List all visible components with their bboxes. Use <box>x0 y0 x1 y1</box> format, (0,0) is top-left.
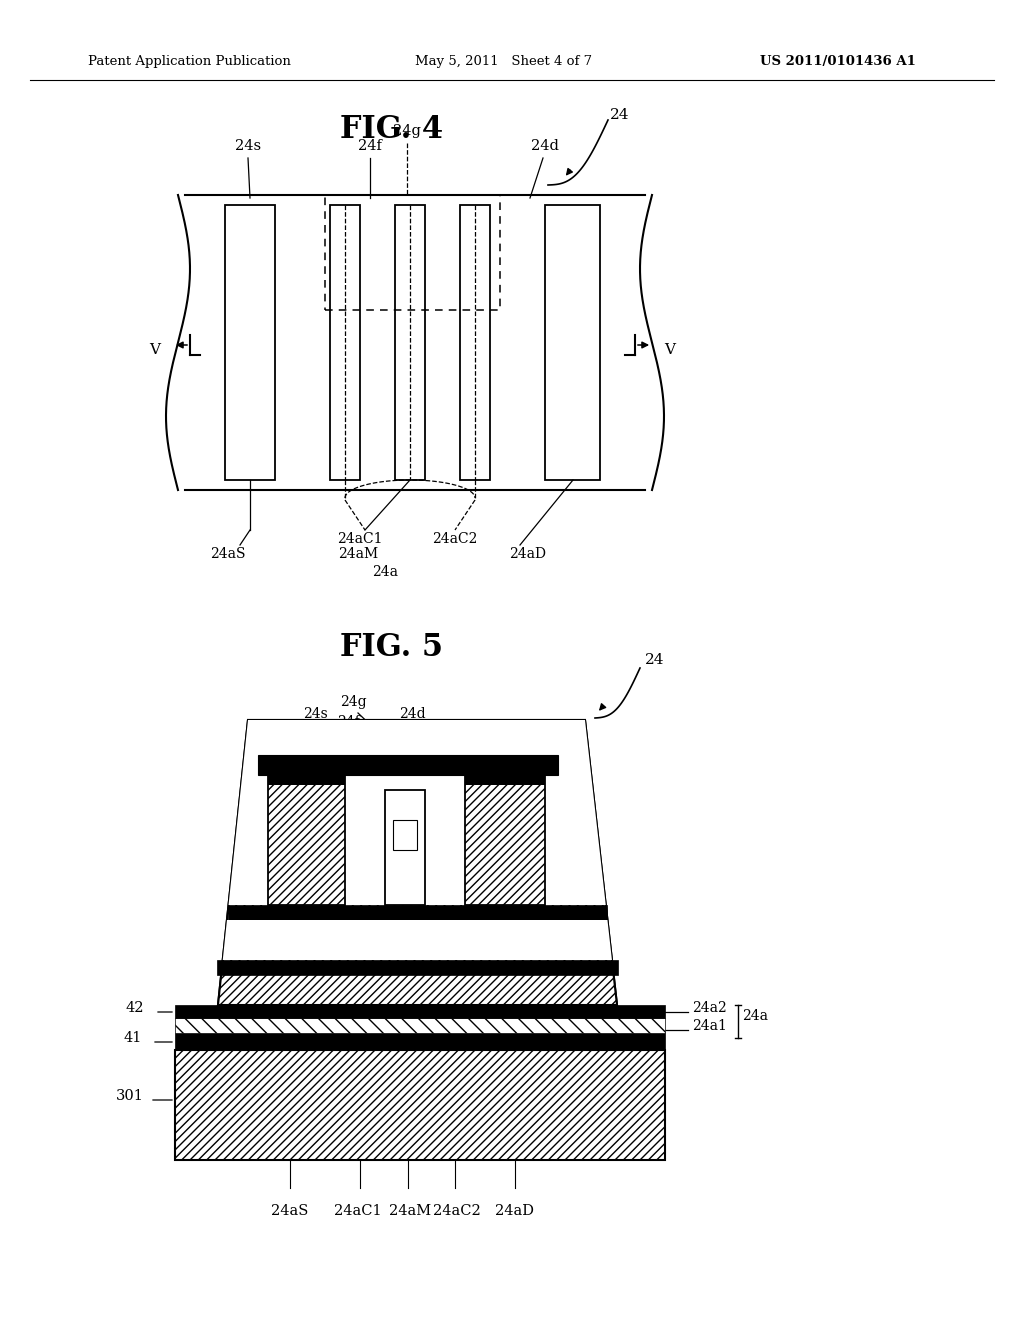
Bar <box>330 205 360 480</box>
Text: Patent Application Publication: Patent Application Publication <box>88 55 291 69</box>
Text: V: V <box>665 343 676 356</box>
Text: 24d: 24d <box>398 708 425 721</box>
Text: 24aC2: 24aC2 <box>432 532 477 546</box>
Polygon shape <box>227 906 606 920</box>
Text: 24: 24 <box>645 653 665 667</box>
Text: 24a2: 24a2 <box>692 1001 727 1015</box>
Text: 24s: 24s <box>234 139 261 153</box>
Polygon shape <box>228 719 606 906</box>
Text: V: V <box>150 343 161 356</box>
Text: 24aS: 24aS <box>271 1204 308 1218</box>
Bar <box>393 820 417 850</box>
Bar <box>225 205 275 480</box>
Text: 24aC1: 24aC1 <box>334 1204 382 1218</box>
Text: 24aC1: 24aC1 <box>337 532 383 546</box>
Text: 24aD: 24aD <box>496 1204 535 1218</box>
Bar <box>175 1018 665 1034</box>
Bar <box>395 205 425 480</box>
Text: FIG. 4: FIG. 4 <box>340 115 443 145</box>
Text: 42: 42 <box>126 1001 144 1015</box>
Text: FIG. 5: FIG. 5 <box>340 632 443 664</box>
Text: 24a: 24a <box>372 565 398 579</box>
Text: May 5, 2011   Sheet 4 of 7: May 5, 2011 Sheet 4 of 7 <box>415 55 592 69</box>
Bar <box>175 1005 665 1018</box>
Bar <box>460 205 490 480</box>
Text: 24aS: 24aS <box>210 546 246 561</box>
Text: 24: 24 <box>610 108 630 121</box>
Bar <box>268 775 345 785</box>
Text: 24f: 24f <box>358 139 382 153</box>
Text: 24aM: 24aM <box>389 1204 431 1218</box>
Polygon shape <box>218 719 617 1005</box>
Text: 24aC2: 24aC2 <box>433 1204 481 1218</box>
Text: 24g: 24g <box>393 124 421 139</box>
Bar <box>175 1049 665 1160</box>
Text: 24aM: 24aM <box>338 546 378 561</box>
Polygon shape <box>258 755 558 775</box>
Text: 24d: 24d <box>531 139 559 153</box>
Text: US 2011/0101436 A1: US 2011/0101436 A1 <box>760 55 915 69</box>
Bar <box>325 195 500 310</box>
Polygon shape <box>465 775 545 906</box>
Text: 24f: 24f <box>337 715 359 729</box>
Text: 41: 41 <box>124 1031 142 1045</box>
Polygon shape <box>223 920 612 960</box>
Polygon shape <box>385 789 425 906</box>
Text: 24a1: 24a1 <box>692 1019 727 1034</box>
Polygon shape <box>217 960 617 975</box>
Text: 24aD: 24aD <box>510 546 547 561</box>
Text: 24s: 24s <box>303 708 328 721</box>
Polygon shape <box>218 719 617 1005</box>
Bar <box>175 1034 665 1049</box>
Text: 24a: 24a <box>742 1008 768 1023</box>
Text: 301: 301 <box>116 1089 144 1104</box>
Polygon shape <box>268 775 345 906</box>
Bar <box>545 205 600 480</box>
Bar <box>465 775 545 785</box>
Text: 24g: 24g <box>340 696 367 709</box>
